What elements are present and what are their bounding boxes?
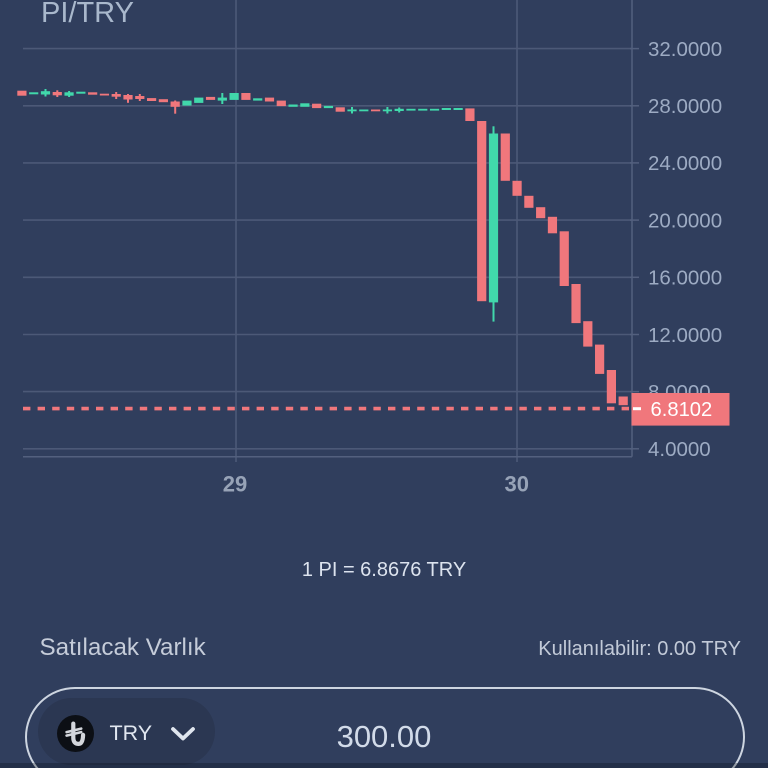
- svg-text:30: 30: [505, 471, 529, 496]
- svg-text:20.0000: 20.0000: [648, 209, 722, 232]
- svg-text:16.0000: 16.0000: [648, 267, 722, 290]
- svg-text:28.0000: 28.0000: [648, 95, 722, 118]
- svg-text:29: 29: [223, 471, 247, 496]
- svg-text:4.0000: 4.0000: [648, 438, 711, 461]
- svg-text:32.0000: 32.0000: [648, 38, 722, 61]
- svg-text:24.0000: 24.0000: [648, 152, 722, 175]
- svg-text:12.0000: 12.0000: [648, 324, 722, 347]
- svg-text:6.8102: 6.8102: [651, 399, 713, 421]
